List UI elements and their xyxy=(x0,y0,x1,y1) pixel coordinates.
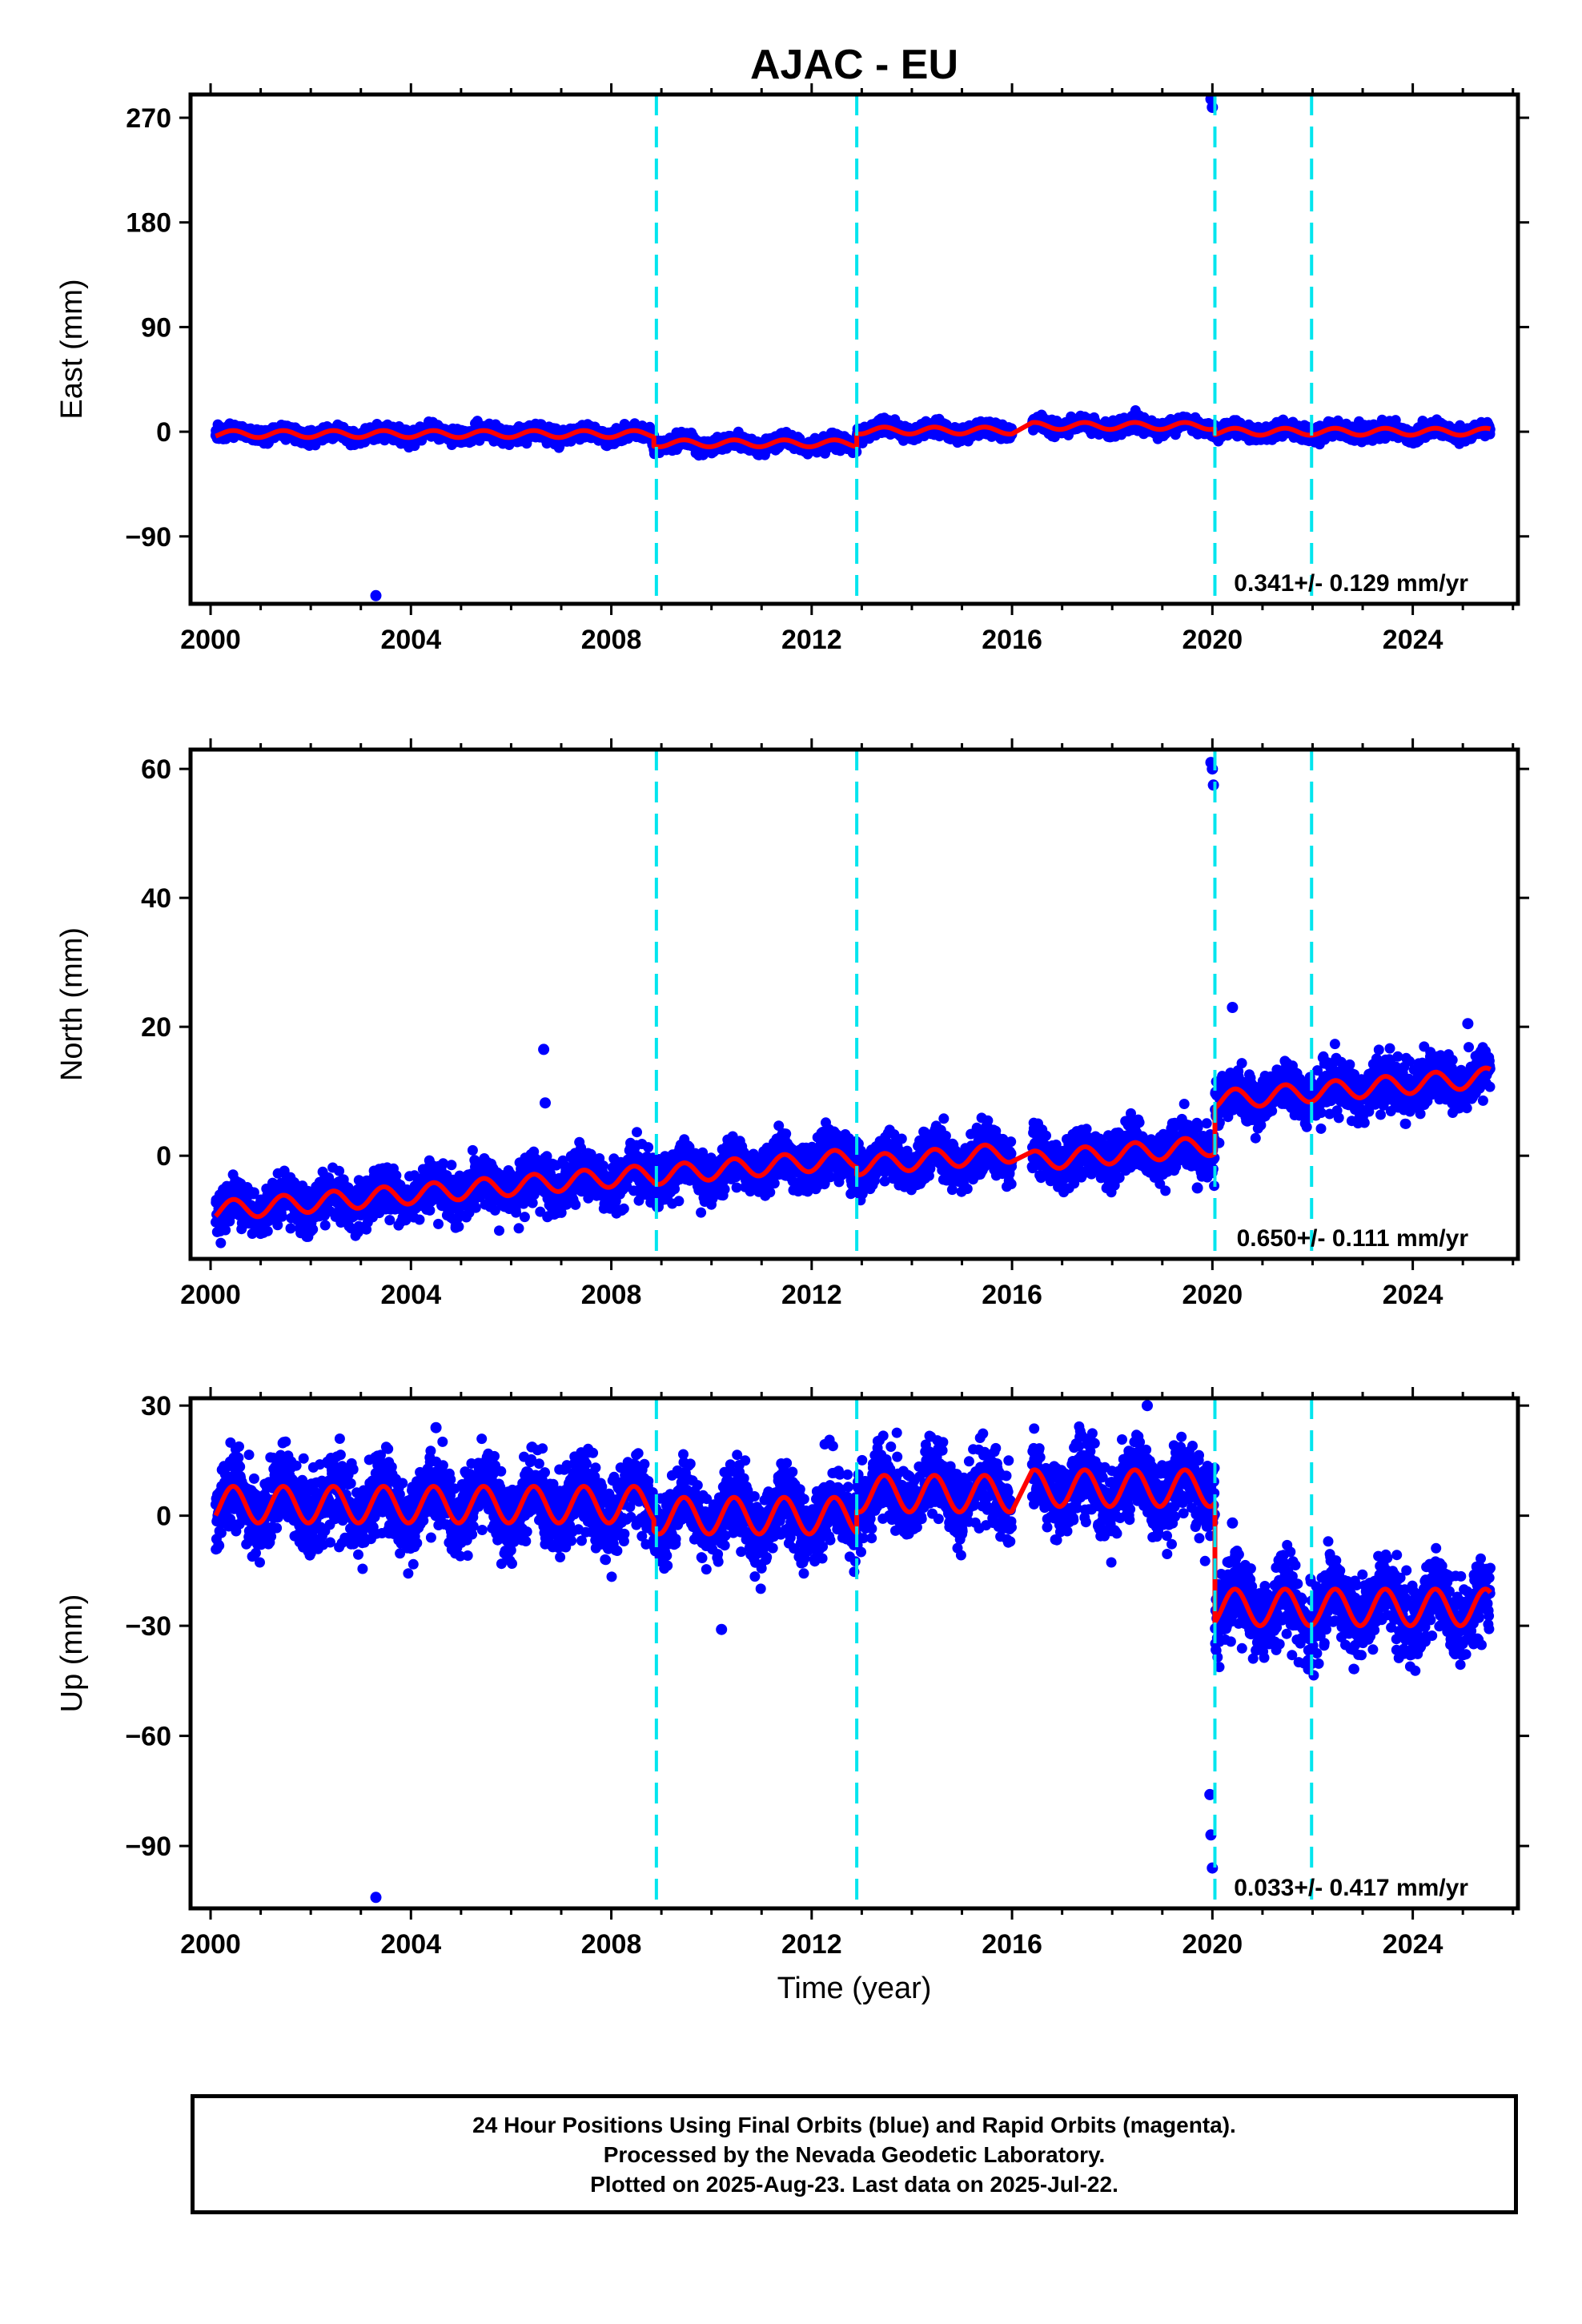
data-points xyxy=(210,94,1496,601)
panels: 2000 2004 2008 2012 2016 2020 2024−90090180270… xyxy=(55,83,1529,2005)
main-title: AJAC - EU xyxy=(750,42,958,88)
panel-east: 2000 2004 2008 2012 2016 2020 2024−90090180270… xyxy=(55,83,1529,655)
plot-area xyxy=(210,94,1496,604)
